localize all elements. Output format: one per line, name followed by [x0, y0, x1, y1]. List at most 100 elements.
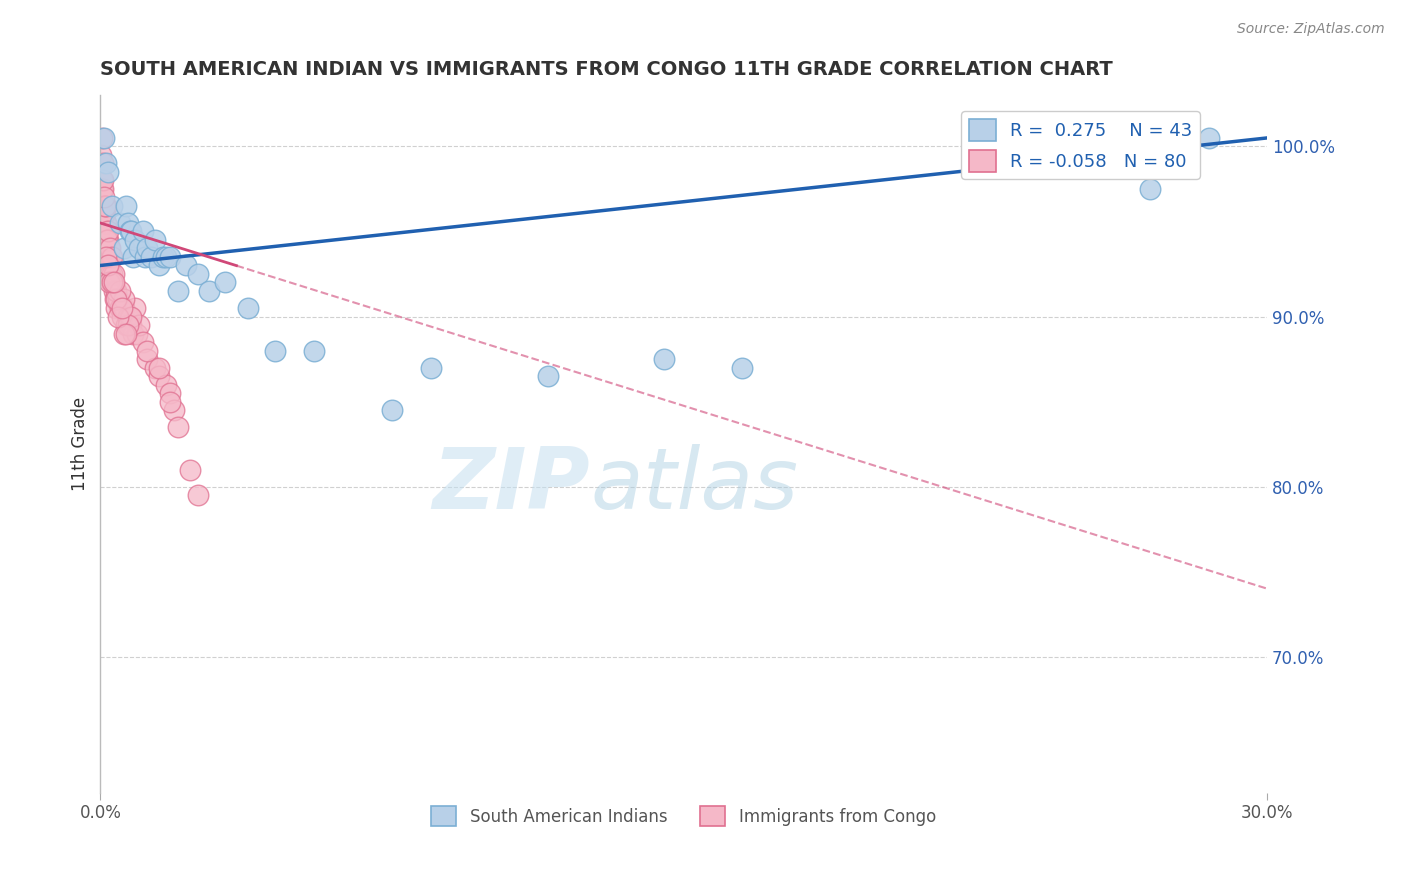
- Point: [117, 216, 139, 230]
- Point: [96, 216, 118, 230]
- Point: [236, 301, 259, 315]
- Point: [159, 394, 181, 409]
- Point: [96, 199, 118, 213]
- Point: [107, 293, 129, 307]
- Point: [107, 310, 129, 324]
- Point: [97, 225, 120, 239]
- Point: [97, 242, 120, 256]
- Point: [179, 462, 201, 476]
- Point: [90, 148, 112, 162]
- Point: [98, 259, 121, 273]
- Point: [111, 310, 134, 324]
- Point: [117, 318, 139, 332]
- Point: [104, 284, 127, 298]
- Point: [93, 173, 115, 187]
- Point: [148, 259, 170, 273]
- Point: [155, 250, 177, 264]
- Point: [96, 225, 118, 239]
- Point: [104, 293, 127, 307]
- Point: [120, 225, 142, 239]
- Y-axis label: 11th Grade: 11th Grade: [72, 397, 89, 491]
- Point: [91, 199, 114, 213]
- Point: [111, 301, 134, 315]
- Point: [117, 310, 139, 324]
- Point: [127, 326, 149, 341]
- Point: [94, 207, 117, 221]
- Point: [93, 199, 115, 213]
- Text: SOUTH AMERICAN INDIAN VS IMMIGRANTS FROM CONGO 11TH GRADE CORRELATION CHART: SOUTH AMERICAN INDIAN VS IMMIGRANTS FROM…: [100, 60, 1114, 78]
- Point: [112, 301, 135, 315]
- Point: [122, 326, 145, 341]
- Point: [93, 216, 115, 230]
- Point: [94, 233, 117, 247]
- Point: [97, 250, 120, 264]
- Point: [101, 250, 124, 264]
- Point: [132, 334, 155, 349]
- Point: [97, 276, 120, 290]
- Point: [136, 343, 159, 358]
- Point: [167, 420, 190, 434]
- Point: [103, 267, 125, 281]
- Point: [90, 131, 112, 145]
- Point: [163, 403, 186, 417]
- Point: [187, 488, 209, 502]
- Point: [93, 131, 115, 145]
- Point: [93, 207, 115, 221]
- Point: [264, 343, 287, 358]
- Point: [103, 276, 125, 290]
- Point: [128, 242, 150, 256]
- Point: [187, 267, 209, 281]
- Point: [100, 276, 122, 290]
- Point: [104, 301, 127, 315]
- Point: [94, 225, 117, 239]
- Point: [112, 326, 135, 341]
- Point: [381, 403, 404, 417]
- Text: atlas: atlas: [591, 444, 799, 527]
- Point: [136, 351, 159, 366]
- Point: [536, 369, 558, 384]
- Point: [96, 242, 118, 256]
- Point: [94, 199, 117, 213]
- Point: [1139, 182, 1161, 196]
- Point: [97, 259, 120, 273]
- Point: [159, 250, 181, 264]
- Point: [198, 284, 221, 298]
- Point: [96, 250, 118, 264]
- Point: [134, 250, 156, 264]
- Point: [731, 360, 754, 375]
- Point: [652, 351, 675, 366]
- Point: [97, 233, 120, 247]
- Point: [152, 250, 174, 264]
- Point: [100, 250, 122, 264]
- Point: [101, 267, 124, 281]
- Point: [124, 301, 146, 315]
- Point: [96, 250, 118, 264]
- Point: [120, 318, 142, 332]
- Point: [132, 225, 155, 239]
- Point: [91, 182, 114, 196]
- Point: [128, 318, 150, 332]
- Point: [108, 284, 131, 298]
- Point: [143, 233, 166, 247]
- Point: [98, 242, 121, 256]
- Point: [90, 173, 112, 187]
- Point: [122, 250, 145, 264]
- Point: [101, 276, 124, 290]
- Point: [112, 242, 135, 256]
- Point: [96, 233, 118, 247]
- Point: [91, 156, 114, 170]
- Point: [155, 377, 177, 392]
- Legend: South American Indians, Immigrants from Congo: South American Indians, Immigrants from …: [425, 799, 943, 833]
- Point: [139, 250, 162, 264]
- Text: ZIP: ZIP: [433, 444, 591, 527]
- Point: [148, 369, 170, 384]
- Point: [97, 259, 120, 273]
- Point: [98, 267, 121, 281]
- Point: [93, 207, 115, 221]
- Point: [124, 233, 146, 247]
- Point: [143, 360, 166, 375]
- Point: [114, 318, 136, 332]
- Point: [159, 386, 181, 401]
- Point: [96, 156, 118, 170]
- Point: [120, 310, 142, 324]
